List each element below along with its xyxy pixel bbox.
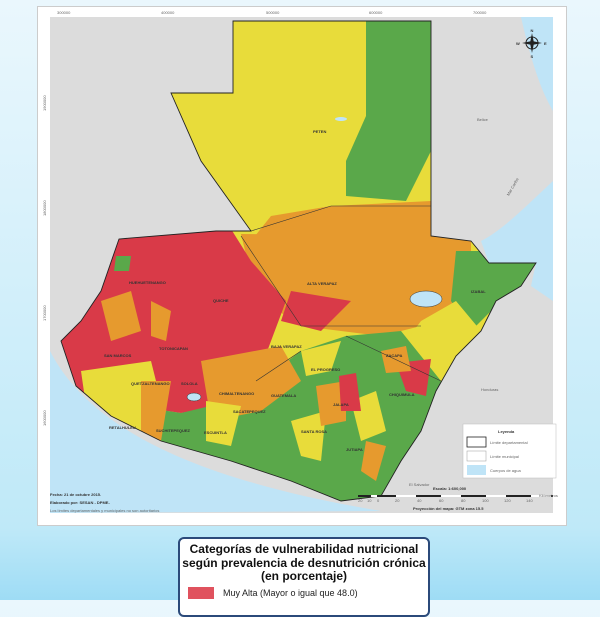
svg-text:Escala: 1:600,000: Escala: 1:600,000 [433, 486, 467, 491]
svg-text:HUEHUETENANGO: HUEHUETENANGO [129, 280, 166, 285]
region-alta [361, 441, 386, 481]
svg-text:1700000: 1700000 [42, 305, 47, 321]
map-legend: Leyenda Límite departamental Límite muni… [462, 423, 557, 479]
svg-text:Proyección del mapa: GTM zona: Proyección del mapa: GTM zona 15.5 [413, 506, 484, 511]
svg-text:QUETZALTENANGO: QUETZALTENANGO [131, 381, 170, 386]
lake-atitlan [186, 392, 202, 402]
svg-text:SOLOLA: SOLOLA [181, 381, 198, 386]
lake-izabal [409, 290, 443, 308]
scale-bar: Escala: 1:600,000 20 10 0 20 40 60 80 10… [358, 486, 558, 511]
svg-text:CHIMALTENANGO: CHIMALTENANGO [219, 391, 254, 396]
category-legend: Categorías de vulnerabilidad nutricional… [178, 537, 430, 617]
vulnerability-map: 300000 400000 500000 600000 700000 19000… [38, 7, 566, 525]
svg-text:Los límites departamentales y: Los límites departamentales y municipale… [50, 508, 159, 513]
svg-text:140: 140 [526, 498, 533, 503]
svg-text:0: 0 [377, 498, 380, 503]
svg-text:Elaborado por: SESAN - DPME-: Elaborado por: SESAN - DPME- [50, 500, 110, 505]
svg-text:600000: 600000 [369, 10, 383, 15]
region-alta [201, 346, 301, 421]
svg-text:Kilómetros: Kilómetros [539, 493, 558, 498]
category-legend-title: Categorías de vulnerabilidad nutricional… [182, 542, 426, 583]
category-label: Muy Alta (Mayor o igual que 48.0) [223, 587, 358, 598]
svg-text:El Salvador: El Salvador [409, 482, 430, 487]
svg-text:BAJA VERAPAZ: BAJA VERAPAZ [271, 344, 302, 349]
svg-text:JALAPA: JALAPA [333, 402, 349, 407]
map-frame: 300000 400000 500000 600000 700000 19000… [37, 6, 567, 526]
coordinate-ticks: 300000 400000 500000 600000 700000 19000… [42, 10, 487, 426]
svg-text:TOTONICAPAN: TOTONICAPAN [159, 346, 188, 351]
region-muy-alta [339, 373, 361, 411]
category-item-muy-alta: Muy Alta (Mayor o igual que 48.0) [188, 586, 428, 599]
water-swatch [467, 465, 486, 475]
svg-text:40: 40 [417, 498, 422, 503]
svg-text:20: 20 [358, 498, 363, 503]
svg-text:SAN MARCOS: SAN MARCOS [104, 353, 132, 358]
svg-text:CHIQUIMULA: CHIQUIMULA [389, 392, 415, 397]
region-muy-alta [281, 291, 351, 331]
svg-text:80: 80 [461, 498, 466, 503]
muy-alta-swatch [188, 586, 214, 599]
region-baja [346, 21, 431, 201]
municipal-border-swatch [466, 450, 487, 462]
svg-text:Límite departamental: Límite departamental [490, 440, 528, 445]
svg-text:100: 100 [482, 498, 489, 503]
svg-text:JUTIAPA: JUTIAPA [346, 447, 363, 452]
svg-text:EL PROGRESO: EL PROGRESO [311, 367, 340, 372]
svg-text:ALTA VERAPAZ: ALTA VERAPAZ [307, 281, 337, 286]
svg-text:ESCUINTLA: ESCUINTLA [204, 430, 227, 435]
svg-text:GUATEMALA: GUATEMALA [271, 393, 296, 398]
compass-rose-icon: N S E W [516, 28, 547, 59]
svg-text:1800000: 1800000 [42, 200, 47, 216]
svg-text:300000: 300000 [57, 10, 71, 15]
svg-text:1600000: 1600000 [42, 410, 47, 426]
department-border-swatch [466, 436, 487, 448]
region-alta [316, 381, 346, 426]
region-alta [141, 381, 171, 441]
department-borders [240, 205, 442, 382]
svg-text:10: 10 [367, 498, 372, 503]
svg-text:700000: 700000 [473, 10, 487, 15]
department-labels: PETEN HUEHUETENANGO QUICHE ALTA VERAPAZ … [104, 129, 486, 452]
svg-text:400000: 400000 [161, 10, 175, 15]
svg-text:20: 20 [395, 498, 400, 503]
pacific-ocean [50, 351, 381, 513]
region-alta [101, 291, 141, 341]
caribbean-sea-north [521, 17, 553, 111]
region-alta [151, 301, 171, 341]
svg-text:PETEN: PETEN [313, 129, 326, 134]
svg-text:SUCHITEPEQUEZ: SUCHITEPEQUEZ [156, 428, 191, 433]
svg-text:Cuerpos de agua: Cuerpos de agua [490, 468, 521, 473]
svg-text:N: N [531, 28, 534, 33]
svg-text:Fecha: 21 de octubre 2015.: Fecha: 21 de octubre 2015. [50, 492, 101, 497]
svg-text:Leyenda: Leyenda [498, 429, 515, 434]
svg-text:Límite municipal: Límite municipal [490, 454, 519, 459]
svg-text:1900000: 1900000 [42, 95, 47, 111]
svg-text:500000: 500000 [266, 10, 280, 15]
svg-text:60: 60 [439, 498, 444, 503]
svg-text:SACATEPEQUEZ: SACATEPEQUEZ [233, 409, 266, 414]
svg-text:120: 120 [504, 498, 511, 503]
region-moderada [301, 341, 341, 376]
region-alta [251, 201, 431, 241]
svg-text:Belice: Belice [477, 117, 489, 122]
caribbean-sea [481, 181, 553, 301]
svg-text:W: W [516, 41, 520, 46]
region-baja [451, 251, 536, 331]
region-baja [114, 256, 131, 271]
svg-text:E: E [544, 41, 547, 46]
svg-text:ZACAPA: ZACAPA [386, 353, 402, 358]
lake-peten-itza [335, 117, 347, 121]
svg-text:Honduras: Honduras [481, 387, 498, 392]
svg-text:SANTA ROSA: SANTA ROSA [301, 429, 327, 434]
map-credits: Fecha: 21 de octubre 2015. Elaborado por… [50, 492, 159, 513]
region-moderada [206, 401, 241, 446]
svg-text:IZABAL: IZABAL [471, 289, 486, 294]
country-border [60, 20, 537, 502]
svg-text:RETALHULEU: RETALHULEU [109, 425, 136, 430]
region-moderada [291, 411, 326, 461]
svg-text:QUICHE: QUICHE [213, 298, 229, 303]
svg-text:S: S [531, 54, 534, 59]
